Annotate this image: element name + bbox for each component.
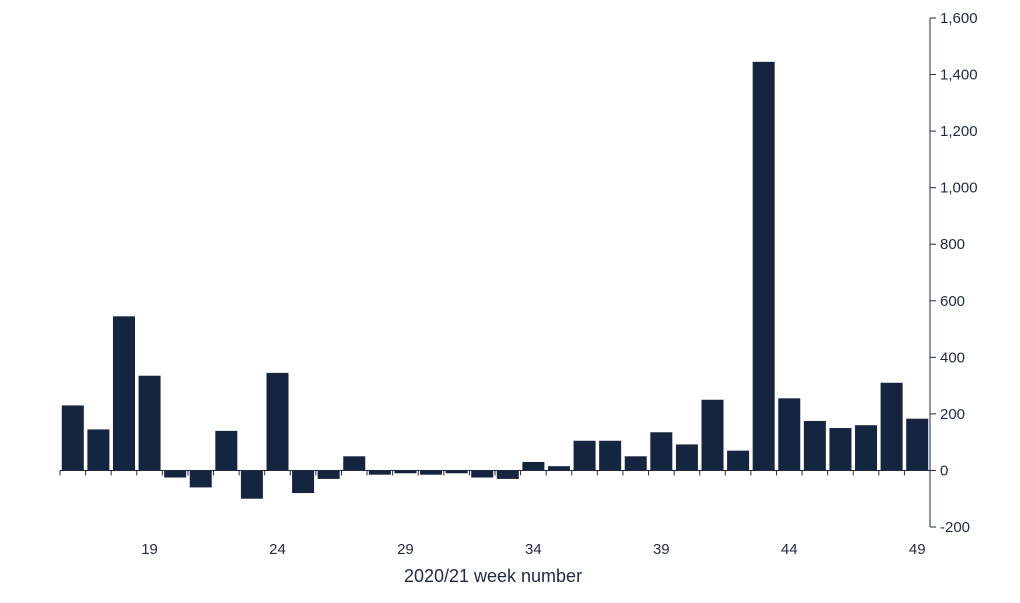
bar-week-33 [496, 470, 519, 479]
x-axis-label: 2020/21 week number [404, 566, 582, 586]
bar-week-48 [880, 382, 903, 471]
y-tick-label: 0 [940, 462, 948, 479]
bar-week-27 [343, 456, 366, 471]
x-axis: 19 24 29 34 39 44 49 [59, 469, 931, 558]
x-tick-label: 44 [781, 541, 798, 558]
bar-week-35 [547, 466, 570, 471]
bar-week-42 [727, 450, 750, 471]
bar-week-45 [803, 420, 826, 471]
bar-week-24 [266, 372, 289, 471]
y-axis: -200 0 200 400 600 800 1,000 1,200 1,400 1,600 [929, 10, 978, 536]
bar-week-22 [215, 430, 238, 471]
y-tick-label: 1,400 [940, 67, 978, 84]
bar-week-19 [138, 375, 161, 471]
bar-week-47 [855, 425, 878, 471]
bar-week-23 [240, 470, 263, 499]
bar-week-31 [445, 470, 468, 474]
bar-week-41 [701, 399, 724, 471]
bar-week-37 [599, 440, 622, 471]
bar-week-40 [675, 444, 698, 471]
bar-week-26 [317, 470, 340, 479]
y-tick-label: 1,200 [940, 123, 978, 140]
bar-week-38 [624, 456, 647, 471]
bar-week-25 [292, 470, 315, 494]
y-tick-label: 1,600 [940, 10, 978, 27]
bar-week-49 [906, 418, 929, 471]
bar-week-43 [752, 61, 775, 471]
bar-week-21 [189, 470, 212, 488]
x-tick-label: 39 [653, 541, 670, 558]
bar-week-28 [368, 470, 391, 475]
y-tick-label: 1,000 [940, 180, 978, 197]
y-tick-label: -200 [940, 519, 970, 536]
bar-week-44 [778, 398, 801, 471]
y-tick-label: 400 [940, 349, 965, 366]
bar-week-39 [650, 432, 673, 471]
bar-week-20 [164, 470, 187, 478]
bar-week-36 [573, 440, 596, 471]
bar-week-46 [829, 428, 852, 471]
bar-week-34 [522, 461, 545, 471]
bar-week-32 [471, 470, 494, 478]
y-tick-label: 200 [940, 406, 965, 423]
bar-week-29 [394, 470, 417, 474]
x-tick-label: 34 [525, 541, 542, 558]
x-tick-label: 29 [397, 541, 414, 558]
bar-week-17 [87, 429, 110, 471]
x-tick-label: 19 [141, 541, 158, 558]
y-tick-label: 600 [940, 293, 965, 310]
y-tick-label: 800 [940, 236, 965, 253]
bars-group [61, 61, 929, 499]
x-tick-label: 49 [909, 541, 926, 558]
x-tick-label: 24 [269, 541, 286, 558]
bar-week-30 [420, 470, 443, 475]
bar-week-16 [61, 405, 84, 471]
bar-week-18 [112, 316, 135, 471]
